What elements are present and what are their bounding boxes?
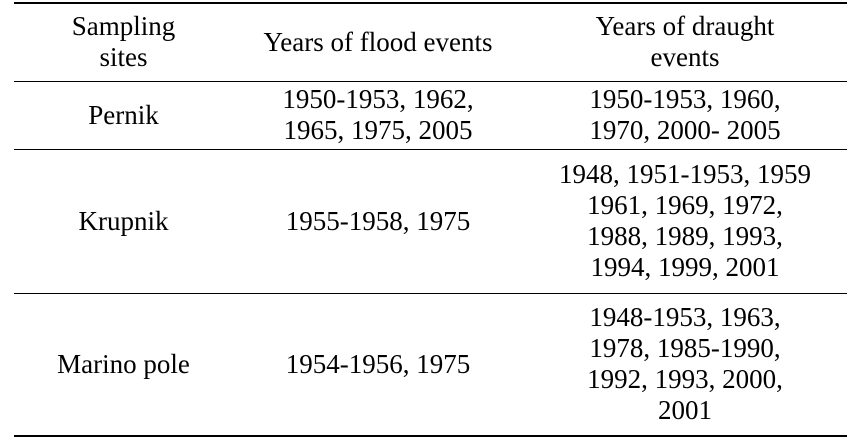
flood-draught-table: Sampling sites Years of flood events Yea…	[14, 2, 847, 437]
draught-cell: 1948, 1951-1953, 1959 1961, 1969, 1972, …	[523, 148, 847, 293]
header-text: sites	[99, 42, 148, 73]
draught-text: 1950-1953, 1960,	[589, 84, 781, 114]
flood-cell: 1950-1953, 1962, 1965, 1975, 2005	[233, 80, 523, 149]
draught-text: 1994, 1999, 2001	[590, 252, 780, 282]
draught-text: 1970, 2000- 2005	[589, 115, 781, 145]
flood-cell: 1954-1956, 1975	[233, 292, 523, 437]
header-text: Years of draught	[595, 11, 775, 42]
site-name: Krupnik	[78, 205, 169, 236]
draught-text: 1948, 1951-1953, 1959	[559, 159, 811, 189]
draught-cell: 1950-1953, 1960, 1970, 2000- 2005	[523, 80, 847, 149]
draught-text: 2001	[658, 395, 712, 426]
flood-cell: 1955-1958, 1975	[233, 148, 523, 293]
flood-text: 1965, 1975, 2005	[283, 115, 473, 145]
table-header: Sampling sites Years of flood events Yea…	[14, 2, 847, 82]
table-row: Pernik 1950-1953, 1962, 1965, 1975, 2005…	[14, 80, 847, 149]
site-name: Marino pole	[57, 348, 190, 379]
table-row: Krupnik 1955-1958, 1975 1948, 1951-1953,…	[14, 148, 847, 293]
flood-text: 1950-1953, 1962,	[282, 84, 474, 114]
header-text: Sampling	[71, 11, 176, 42]
header-text: events	[650, 42, 720, 73]
flood-text: 1955-1958, 1975	[285, 205, 471, 236]
site-cell: Pernik	[14, 80, 233, 149]
draught-text: 1961, 1969, 1972,	[587, 190, 783, 220]
draught-text: 1992, 1993, 2000,	[587, 364, 783, 395]
draught-text: 1988, 1989, 1993,	[587, 221, 783, 251]
site-name: Pernik	[88, 99, 159, 130]
site-cell: Krupnik	[14, 148, 233, 293]
draught-cell: 1948-1953, 1963, 1978, 1985-1990, 1992, …	[523, 292, 847, 437]
draught-text: 1978, 1985-1990,	[589, 333, 781, 364]
header-flood-years: Years of flood events	[233, 2, 523, 82]
table-row: Marino pole 1954-1956, 1975 1948-1953, 1…	[14, 292, 847, 437]
flood-draught-table-container: Sampling sites Years of flood events Yea…	[14, 2, 847, 437]
draught-text: 1948-1953, 1963,	[589, 302, 781, 333]
header-draught-years: Years of draught events	[523, 2, 847, 82]
site-cell: Marino pole	[14, 292, 233, 437]
header-row: Sampling sites Years of flood events Yea…	[14, 2, 847, 82]
header-text: Years of flood events	[263, 26, 493, 57]
header-sampling-sites: Sampling sites	[14, 2, 233, 82]
table-body: Pernik 1950-1953, 1962, 1965, 1975, 2005…	[14, 80, 847, 437]
flood-text: 1954-1956, 1975	[285, 348, 471, 379]
